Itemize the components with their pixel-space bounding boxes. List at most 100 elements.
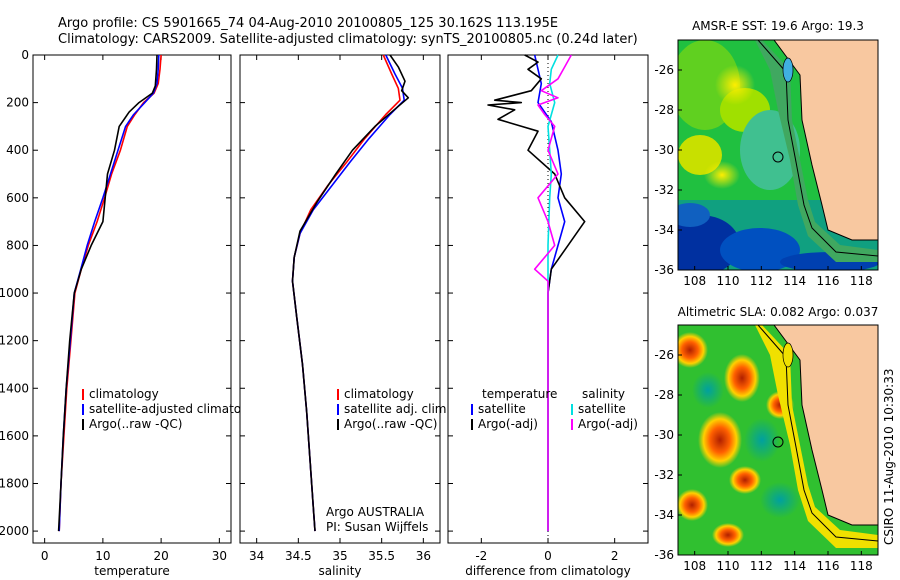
sst-map-title: AMSR-E SST: 19.6 Argo: 19.3 bbox=[692, 19, 864, 33]
map-y-tick-label: -26 bbox=[654, 63, 674, 77]
x-tick-label: 2 bbox=[611, 549, 619, 563]
sla-map-title: Altimetric SLA: 0.082 Argo: 0.037 bbox=[678, 305, 879, 319]
map-x-tick-label: 112 bbox=[750, 559, 773, 573]
sst-cold-patch bbox=[720, 228, 800, 270]
plot-frame bbox=[32, 54, 232, 544]
legend-entry: satellite bbox=[478, 402, 526, 416]
map-x-tick-label: 108 bbox=[683, 274, 706, 288]
map-y-tick-label: -32 bbox=[654, 183, 674, 197]
y-tick-label: 1800 bbox=[0, 476, 29, 490]
sla-coastal-strip bbox=[755, 325, 878, 548]
sla-negative-anomaly bbox=[692, 372, 724, 408]
legend-entry: Argo(-adj) bbox=[478, 417, 538, 431]
x-axis-label: difference from climatology bbox=[465, 564, 631, 578]
pi-name: PI: Susan Wijffels bbox=[326, 520, 428, 534]
temperature-panel: 0 10 20 30 0 200 400 600 800 1000 1200 1400 1600 1800… bbox=[0, 48, 267, 578]
x-tick-label: -2 bbox=[475, 549, 487, 563]
sst-cold-patch bbox=[678, 203, 710, 227]
map-y-tick-label: -32 bbox=[654, 468, 674, 482]
salinity-panel: 34 34.5 35 35.5 36 salinity climatologysatelli… bbox=[239, 54, 450, 578]
figure-title-line2: Climatology: CARS2009. Satellite-adjuste… bbox=[58, 32, 638, 47]
sst-profile-marker bbox=[772, 151, 784, 163]
map-y-tick-label: -28 bbox=[654, 388, 674, 402]
sst-land bbox=[774, 40, 878, 240]
legend-entry: climatology bbox=[344, 387, 414, 401]
map-x-tick-label: 116 bbox=[817, 274, 840, 288]
x-tick-label: 20 bbox=[153, 549, 168, 563]
sla-map: Altimetric SLA: 0.082 Argo: 0.037 108 110… bbox=[654, 305, 879, 573]
map-x-tick-label: 110 bbox=[717, 274, 740, 288]
map-x-tick-label: 114 bbox=[783, 274, 806, 288]
x-tick-label: 35 bbox=[332, 549, 347, 563]
x-tick-label: 0 bbox=[544, 549, 552, 563]
sla-negative-anomaly bbox=[744, 418, 780, 462]
series-line-argo-raw-qc bbox=[57, 54, 158, 532]
series-line-argo-raw-qc bbox=[291, 54, 410, 532]
sla-negative-anomaly bbox=[760, 482, 800, 518]
sla-positive-anomaly bbox=[678, 332, 708, 368]
y-tick-label: 800 bbox=[6, 238, 29, 252]
sla-profile-marker bbox=[772, 436, 784, 448]
sst-map: AMSR-E SST: 19.6 Argo: 19.3 108 110 112 114… bbox=[654, 19, 879, 288]
figure-title-line1: Argo profile: CS 5901665_74 04-Aug-2010 … bbox=[58, 16, 558, 31]
y-tick-label: 0 bbox=[21, 48, 29, 62]
y-tick-label: 1400 bbox=[0, 381, 29, 395]
y-tick-label: 200 bbox=[6, 96, 29, 110]
x-tick-label: 34 bbox=[249, 549, 264, 563]
sla-positive-anomaly bbox=[724, 354, 760, 402]
sst-hot-patch bbox=[704, 161, 740, 189]
plot-frame bbox=[239, 54, 441, 544]
map-x-tick-label: 118 bbox=[850, 274, 873, 288]
legend-entry: climatology bbox=[89, 387, 159, 401]
map-x-tick-label: 116 bbox=[817, 559, 840, 573]
sla-positive-anomaly bbox=[678, 489, 708, 521]
x-axis-label: temperature bbox=[94, 564, 169, 578]
x-tick-label: 34.5 bbox=[285, 549, 312, 563]
map-x-tick-label: 118 bbox=[850, 559, 873, 573]
sla-island bbox=[782, 342, 794, 368]
sla-positive-anomaly bbox=[729, 466, 761, 494]
sst-coastline bbox=[773, 40, 878, 241]
legend-entry: satellite adj. clim. bbox=[344, 402, 450, 416]
side-label: CSIRO 11-Aug-2010 10:30:33 bbox=[882, 369, 896, 545]
sst-coastal-strip bbox=[755, 40, 878, 262]
x-tick-label: 0 bbox=[41, 549, 49, 563]
y-tick-label: 1000 bbox=[0, 286, 29, 300]
map-x-tick-label: 108 bbox=[683, 559, 706, 573]
x-tick-label: 10 bbox=[95, 549, 110, 563]
legend-entry: temperature bbox=[482, 387, 557, 401]
map-y-tick-label: -30 bbox=[654, 428, 674, 442]
sst-map-frame bbox=[677, 39, 879, 271]
map-y-tick-label: -34 bbox=[654, 508, 674, 522]
series-line-temperature-argo-adj bbox=[487, 54, 586, 532]
legend-entry: satellite bbox=[578, 402, 626, 416]
map-x-tick-label: 114 bbox=[783, 559, 806, 573]
x-tick-label: 30 bbox=[212, 549, 227, 563]
x-tick-label: 35.5 bbox=[368, 549, 395, 563]
map-y-tick-label: -26 bbox=[654, 348, 674, 362]
y-tick-label: 2000 bbox=[0, 524, 29, 538]
y-tick-label: 400 bbox=[6, 143, 29, 157]
sla-coastline bbox=[773, 325, 878, 526]
map-y-tick-label: -34 bbox=[654, 223, 674, 237]
x-axis-label: salinity bbox=[318, 564, 361, 578]
series-line-salinity-argo-adj bbox=[533, 54, 572, 532]
sst-island bbox=[782, 57, 794, 83]
legend-entry: Argo(-adj) bbox=[578, 417, 638, 431]
y-tick-label: 1600 bbox=[0, 429, 29, 443]
map-x-tick-label: 110 bbox=[717, 559, 740, 573]
map-y-tick-label: -36 bbox=[654, 263, 674, 277]
y-tick-label: 1200 bbox=[0, 334, 29, 348]
map-x-tick-label: 112 bbox=[750, 274, 773, 288]
legend-entry: satellite-adjusted climatology bbox=[89, 402, 267, 416]
map-y-tick-label: -28 bbox=[654, 103, 674, 117]
sla-land bbox=[774, 325, 878, 525]
sla-map-frame bbox=[677, 324, 879, 556]
map-y-tick-label: -30 bbox=[654, 143, 674, 157]
legend-entry: Argo(..raw -QC) bbox=[89, 417, 182, 431]
x-tick-label: 36 bbox=[416, 549, 431, 563]
sst-hot-patch bbox=[715, 65, 755, 105]
legend-entry: Argo(..raw -QC) bbox=[344, 417, 437, 431]
legend-entry: salinity bbox=[582, 387, 625, 401]
